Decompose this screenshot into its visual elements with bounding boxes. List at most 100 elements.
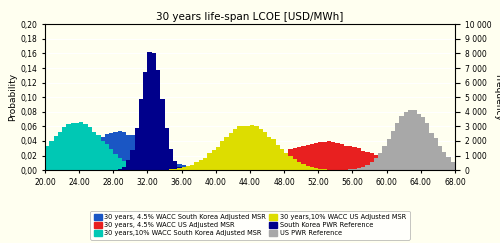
Bar [361,167,366,170]
Bar [404,164,408,170]
Bar [148,169,152,170]
Bar [348,169,352,170]
Bar [400,116,404,170]
Bar [374,155,378,170]
Bar [306,166,310,170]
Bar [322,169,327,170]
Bar [122,132,126,170]
Bar [382,158,386,170]
Bar [88,143,92,170]
Bar [374,158,378,170]
Bar [96,135,100,170]
Bar [203,169,207,170]
Bar [430,133,434,170]
Bar [254,162,258,170]
Bar [378,156,382,170]
Bar [331,142,336,170]
Bar [160,156,164,170]
Bar [178,168,182,170]
Bar [203,169,207,170]
Bar [114,132,117,170]
Y-axis label: Probability: Probability [8,73,18,121]
Bar [75,153,79,170]
Bar [357,168,361,170]
Bar [88,127,92,170]
Bar [32,169,36,170]
Bar [40,168,45,170]
Bar [143,72,148,170]
Bar [126,160,130,170]
Bar [58,132,62,170]
Bar [92,141,96,170]
Bar [292,148,297,170]
Bar [472,169,476,170]
Bar [284,153,288,170]
Bar [276,145,280,170]
Bar [190,168,194,170]
Bar [263,132,267,170]
Bar [468,169,472,170]
Bar [284,153,288,170]
Bar [62,161,66,170]
Bar [164,128,169,170]
Bar [237,126,242,170]
Bar [408,110,412,170]
Bar [310,144,314,170]
Bar [70,123,75,170]
Bar [66,124,70,170]
Bar [228,168,233,170]
Bar [292,159,297,170]
Bar [182,165,186,170]
Bar [446,169,450,170]
Bar [156,70,160,170]
Bar [118,131,122,170]
Bar [75,123,79,170]
Bar [318,169,322,170]
Bar [301,146,306,170]
Bar [327,141,331,170]
Bar [152,169,156,170]
Bar [105,144,109,170]
Legend: 30 years, 4.5% WACC South Korea Adjusted MSR, 30 years, 4.5% WACC US Adjusted MS: 30 years, 4.5% WACC South Korea Adjusted… [90,211,409,240]
Bar [386,160,391,170]
Bar [242,126,246,170]
Bar [434,138,438,170]
Bar [216,147,220,170]
Bar [164,157,169,170]
Bar [272,156,276,170]
Bar [378,153,382,170]
Bar [370,153,374,170]
Bar [118,158,122,170]
Bar [438,146,442,170]
Bar [366,152,370,170]
Bar [109,133,114,170]
Bar [139,168,143,170]
Bar [438,169,442,170]
Bar [246,164,250,170]
Bar [455,165,460,170]
Bar [450,169,455,170]
Bar [395,163,400,170]
Bar [190,165,194,170]
Bar [322,142,327,170]
Bar [105,134,109,170]
Bar [400,164,404,170]
Bar [36,168,40,170]
Bar [306,145,310,170]
Bar [460,166,464,170]
Bar [130,165,134,170]
Bar [139,140,143,170]
Bar [386,139,391,170]
Bar [198,169,203,170]
Bar [416,167,421,170]
Bar [66,157,70,170]
Bar [224,137,228,170]
Bar [280,149,284,170]
Bar [182,169,186,170]
Bar [194,162,198,170]
Bar [173,162,178,170]
Bar [297,147,301,170]
Bar [425,168,430,170]
Bar [126,163,130,170]
Bar [391,160,395,170]
